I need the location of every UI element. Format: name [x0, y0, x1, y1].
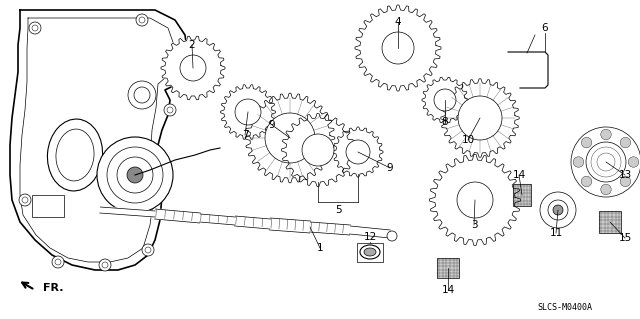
Bar [437, 258, 459, 278]
Polygon shape [100, 207, 156, 217]
Circle shape [571, 127, 640, 197]
Circle shape [169, 49, 181, 61]
Circle shape [601, 184, 611, 195]
Polygon shape [269, 218, 310, 233]
Circle shape [620, 137, 630, 148]
Circle shape [457, 182, 493, 218]
Bar [357, 243, 383, 262]
Circle shape [302, 134, 334, 166]
Text: 13: 13 [618, 170, 632, 180]
Circle shape [553, 205, 563, 215]
Text: 10: 10 [461, 135, 475, 145]
Circle shape [628, 157, 639, 167]
Text: 1: 1 [317, 243, 323, 253]
Circle shape [620, 176, 630, 187]
Polygon shape [282, 114, 355, 187]
Text: 14: 14 [513, 170, 525, 180]
Bar [513, 184, 531, 206]
Circle shape [458, 96, 502, 140]
Text: 3: 3 [470, 220, 477, 230]
Circle shape [107, 147, 163, 203]
Circle shape [142, 244, 154, 256]
Circle shape [127, 167, 143, 183]
Circle shape [180, 55, 206, 81]
Circle shape [573, 157, 584, 167]
Circle shape [387, 231, 397, 241]
Circle shape [434, 89, 456, 111]
Circle shape [601, 129, 611, 140]
Text: 14: 14 [442, 285, 454, 295]
Polygon shape [200, 214, 236, 225]
Circle shape [29, 22, 41, 34]
Polygon shape [235, 216, 271, 229]
Polygon shape [245, 93, 335, 183]
Circle shape [134, 87, 150, 103]
Text: 9: 9 [387, 163, 394, 173]
Polygon shape [441, 79, 519, 157]
Text: 15: 15 [618, 233, 632, 243]
Text: 9: 9 [269, 120, 275, 130]
Polygon shape [154, 209, 200, 223]
Text: 11: 11 [549, 228, 563, 238]
Polygon shape [161, 36, 225, 100]
Circle shape [581, 137, 592, 148]
Polygon shape [333, 127, 383, 177]
Circle shape [581, 176, 592, 187]
Text: 5: 5 [335, 205, 341, 215]
Circle shape [382, 32, 414, 64]
Polygon shape [221, 85, 275, 139]
Polygon shape [310, 222, 350, 235]
Circle shape [540, 192, 576, 228]
Circle shape [19, 194, 31, 206]
Ellipse shape [364, 248, 376, 256]
Text: 2: 2 [189, 40, 195, 50]
Bar [599, 211, 621, 233]
Polygon shape [355, 5, 441, 91]
Ellipse shape [360, 245, 380, 259]
Text: SLCS-M0400A: SLCS-M0400A [538, 303, 593, 313]
Text: 12: 12 [364, 232, 376, 242]
Polygon shape [10, 10, 188, 270]
Circle shape [586, 142, 626, 182]
Text: 7: 7 [242, 130, 248, 140]
Circle shape [117, 157, 153, 193]
Circle shape [548, 200, 568, 220]
Circle shape [265, 113, 315, 163]
Polygon shape [422, 77, 468, 123]
Circle shape [164, 104, 176, 116]
Ellipse shape [47, 119, 102, 191]
Polygon shape [429, 154, 520, 246]
Circle shape [128, 81, 156, 109]
Text: 8: 8 [442, 117, 448, 127]
Ellipse shape [56, 129, 94, 181]
Polygon shape [349, 226, 390, 238]
Text: 4: 4 [395, 17, 401, 27]
Text: 6: 6 [541, 23, 548, 33]
Bar [32, 195, 64, 217]
Text: FR.: FR. [43, 283, 63, 293]
Circle shape [136, 14, 148, 26]
Circle shape [52, 256, 64, 268]
Circle shape [99, 259, 111, 271]
Circle shape [346, 140, 370, 164]
Circle shape [235, 99, 261, 125]
Circle shape [97, 137, 173, 213]
